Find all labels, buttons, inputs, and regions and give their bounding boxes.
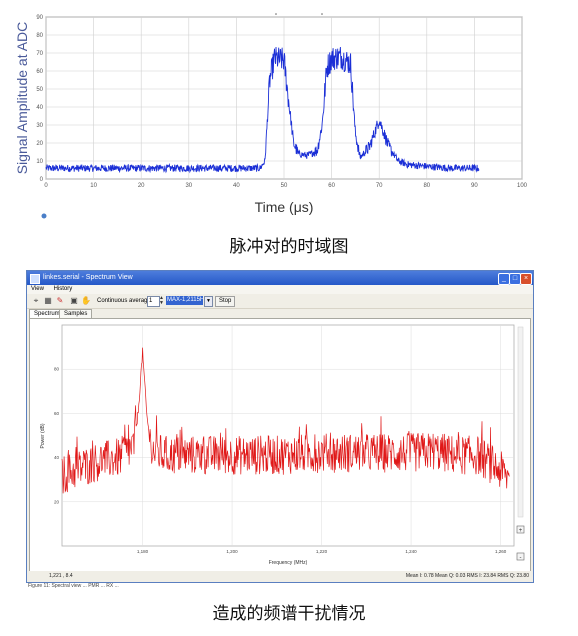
caption-top: 脉冲对的时域图: [229, 237, 349, 257]
bottom-y-tick-label: 80: [54, 367, 60, 372]
top-x-axis-label: Time (μs): [255, 199, 314, 215]
top-x-tick-label: 10: [90, 183, 97, 189]
bottom-x-tick-label: 1,240: [405, 549, 417, 554]
averaging-label: Continuous averaging: [97, 298, 156, 304]
top-x-tick-label: 90: [471, 183, 478, 189]
app-icon: [30, 274, 40, 284]
top-x-ticks: 0 10 20 30 40 50 60 70 80 90 100: [44, 183, 527, 189]
bottom-x-tick-label: 1,260: [495, 549, 507, 554]
top-x-tick-label: 40: [233, 183, 240, 189]
window-title: linkes.serial - Spectrum View: [43, 274, 133, 281]
spectrum-chart: 20 40 60 80 1,180 1,200 1,220 1,240 1,260 Power…: [40, 324, 525, 566]
top-y-tick-label: 50: [36, 87, 43, 93]
top-y-tick-label: 80: [36, 33, 43, 39]
bottom-y-tick-label: 20: [54, 499, 60, 504]
top-y-tick-label: 40: [36, 105, 43, 111]
tab-samples[interactable]: Samples: [59, 309, 93, 319]
maximize-button[interactable]: □: [509, 273, 521, 285]
top-y-axis-label: Signal Amplitude at ADC: [14, 22, 30, 175]
plot-scrollbar[interactable]: [517, 326, 524, 518]
top-series-line: [45, 46, 480, 174]
bottom-x-tick-label: 1,180: [137, 549, 149, 554]
menu-bar: View History: [27, 285, 533, 294]
top-y-tick-label: 90: [36, 15, 43, 21]
grid-tool-icon[interactable]: ▦: [44, 296, 52, 305]
close-button[interactable]: ×: [520, 273, 532, 285]
title-bar[interactable]: linkes.serial - Spectrum View _ □ ×: [27, 271, 533, 285]
bottom-x-axis-label: Frequency (MHz): [269, 560, 308, 566]
averaging-spinner-icon[interactable]: ▲ ▼: [159, 295, 164, 306]
zoom-in-icon: +: [519, 528, 523, 534]
top-y-tick-label: 20: [36, 141, 43, 147]
bottom-y-axis-label: Power (dB): [40, 423, 46, 448]
top-x-tick-label: 100: [517, 183, 528, 189]
bottom-y-ticks: 20 40 60 80: [54, 367, 60, 505]
zoom-out-button[interactable]: [516, 552, 525, 561]
toolbar: ⌖ ▦ ✎ ▣ ✋ Continuous averaging 1 ▲ ▼ MAX-…: [27, 294, 533, 309]
menu-history[interactable]: History: [53, 286, 73, 292]
spectrum-view-window: linkes.serial - Spectrum View _ □ × View…: [26, 270, 534, 583]
pan-hand-icon[interactable]: ✋: [81, 296, 91, 305]
top-small-mark: [275, 13, 277, 15]
bottom-y-tick-label: 40: [54, 455, 60, 460]
signal-stats: Mean I: 0.78 Mean Q: 0.03 RMS I: 23.84 R…: [405, 573, 529, 579]
figure-footer-fragment: Figure 11: Spectral view ... PMR ... RX …: [28, 583, 119, 589]
top-x-tick-label: 30: [185, 183, 192, 189]
top-x-tick-label: 20: [138, 183, 145, 189]
bullet-dot: [41, 213, 47, 219]
menu-view[interactable]: View: [31, 286, 44, 292]
status-bar: 1,221 , 8.4 Mean I: 0.78 Mean Q: 0.03 RM…: [27, 571, 533, 581]
bottom-x-tick-label: 1,200: [226, 549, 238, 554]
averaging-input[interactable]: 1: [147, 296, 160, 307]
zoom-out-icon: -: [520, 555, 522, 561]
top-y-tick-label: 0: [40, 177, 44, 183]
cursor-tool-icon[interactable]: ⌖: [33, 296, 39, 305]
top-small-mark: [321, 13, 323, 15]
bottom-series-line: [61, 347, 510, 494]
top-y-tick-label: 10: [36, 159, 43, 165]
stop-button[interactable]: Stop: [215, 296, 236, 307]
caption-bottom: 造成的频谱干扰情况: [212, 604, 366, 624]
top-y-tick-label: 30: [36, 123, 43, 129]
time-domain-chart: 0 10 20 30 40 50 60 70 80 90 0 10 20 30 40 50 60 70 80 90 1…: [14, 13, 528, 219]
mode-dropdown-icon[interactable]: ▼: [204, 296, 213, 307]
cursor-readout: 1,221 , 8.4: [49, 573, 73, 579]
marker-tool-icon[interactable]: ✎: [56, 296, 64, 305]
mode-select[interactable]: MAX-1,2115Hz: [166, 296, 203, 305]
top-x-tick-label: 60: [328, 183, 335, 189]
bottom-x-tick-label: 1,220: [316, 549, 328, 554]
top-y-tick-label: 60: [36, 69, 43, 75]
export-icon[interactable]: ▣: [70, 296, 78, 305]
top-x-tick-label: 50: [281, 183, 288, 189]
bottom-plot-area: [61, 324, 515, 547]
bottom-x-ticks: 1,180 1,200 1,220 1,240 1,260: [137, 549, 507, 554]
top-y-ticks: 0 10 20 30 40 50 60 70 80 90: [36, 15, 43, 183]
top-x-tick-label: 70: [376, 183, 383, 189]
top-x-tick-label: 80: [423, 183, 430, 189]
zoom-in-button[interactable]: [516, 525, 525, 534]
top-grid: [45, 16, 523, 180]
top-y-tick-label: 70: [36, 51, 43, 57]
spectrum-plot-panel: 20 40 60 80 1,180 1,200 1,220 1,240 1,260 Power…: [29, 318, 531, 575]
bottom-y-tick-label: 60: [54, 411, 60, 416]
top-x-tick-label: 0: [44, 183, 48, 189]
